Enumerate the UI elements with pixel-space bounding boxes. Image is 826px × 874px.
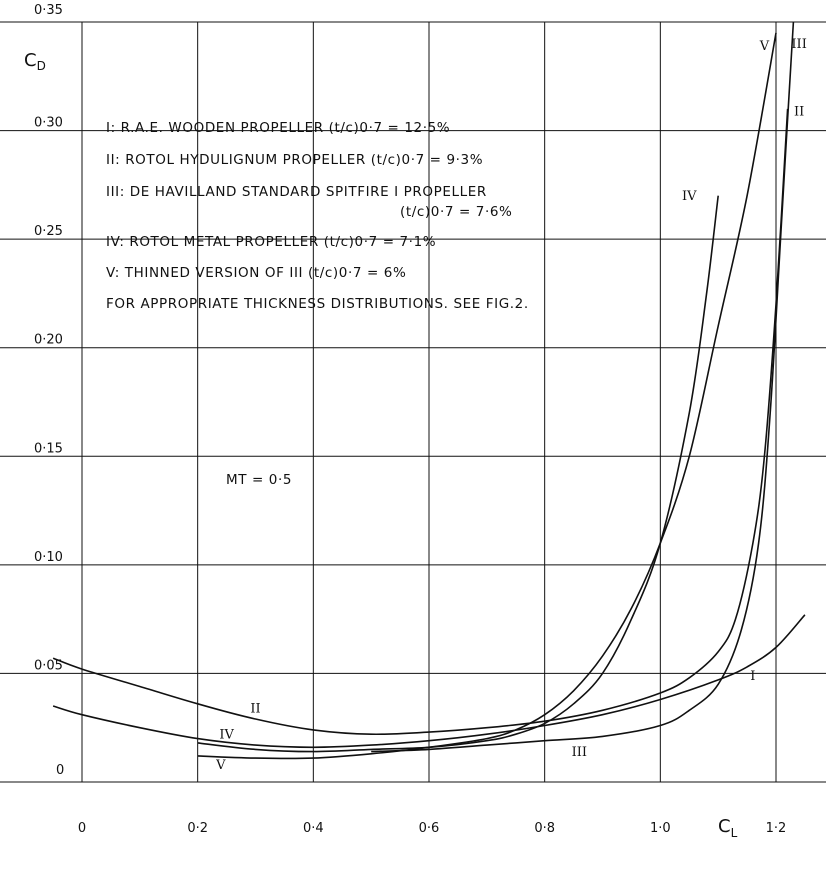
y-axis-title-main: C — [24, 50, 37, 71]
x-tick-label-5: 1·0 — [650, 821, 671, 836]
y-tick-label-0: 0 — [56, 763, 64, 778]
y-tick-label-6: 0·30 — [34, 116, 63, 131]
x-axis-title-main: C — [718, 816, 731, 837]
y-axis-title-sub: D — [37, 59, 46, 73]
x-tick-label-6: 1·2 — [766, 821, 787, 836]
series-line-V — [197, 32, 777, 760]
curve-label-IV-6: IV — [682, 189, 697, 204]
curve-label-IV-5: IV — [219, 728, 234, 743]
legend-entry-3: III: DE HAVILLAND STANDARD SPITFIRE I PR… — [106, 184, 487, 200]
curve-label-III-3: III — [572, 745, 587, 760]
series-line-III — [371, 21, 795, 753]
legend-entry-4: IV: ROTOL METAL PROPELLER (t/c)0·7 = 7·1… — [106, 234, 436, 250]
curves — [52, 21, 806, 760]
legend-entry-1: I: R.A.E. WOODEN PROPELLER (t/c)0·7 = 12… — [106, 120, 450, 136]
x-tick-label-1: 0·2 — [187, 821, 208, 836]
y-tick-label-1: 0·05 — [34, 658, 63, 673]
curve-label-II-2: II — [794, 104, 804, 119]
curve-label-V-8: V — [759, 39, 770, 54]
x-tick-label-0: 0 — [78, 821, 86, 836]
x-axis-title: CL — [718, 816, 738, 840]
y-axis-title: CD — [24, 50, 46, 73]
grid — [0, 21, 826, 783]
x-axis-title-sub: L — [731, 826, 738, 840]
series-line-IV — [197, 195, 719, 753]
y-tick-label-2: 0·10 — [34, 550, 63, 565]
curve-label-III-4: III — [791, 37, 806, 52]
legend-entry-2: II: ROTOL HYDULIGNUM PROPELLER (t/c)0·7 … — [106, 152, 483, 168]
tick-labels: 0 0·2 0·4 0·6 0·8 1·0 1·2 0 0·05 0·10 0·15 0·20 0·25… — [34, 3, 786, 836]
legend: I: R.A.E. WOODEN PROPELLER (t/c)0·7 = 12… — [106, 120, 529, 312]
series-line-I — [52, 614, 806, 749]
y-tick-label-5: 0·25 — [34, 224, 63, 239]
x-tick-label-2: 0·4 — [303, 821, 324, 836]
y-tick-label-7: 0·35 — [34, 3, 63, 18]
legend-entry-5: V: THINNED VERSION OF III (t/c)0·7 = 6% — [106, 265, 406, 281]
x-tick-label-3: 0·6 — [419, 821, 440, 836]
curve-label-II-1: II — [250, 702, 260, 717]
series-line-II — [52, 108, 789, 736]
mach-annotation: MT = 0·5 — [226, 472, 292, 488]
legend-entry-3-thickness: (t/c)0·7 = 7·6% — [400, 204, 512, 220]
curve-label-I-0: I — [750, 669, 755, 684]
y-tick-label-4: 0·20 — [34, 333, 63, 348]
x-tick-label-4: 0·8 — [534, 821, 555, 836]
curve-label-V-7: V — [215, 758, 226, 773]
y-tick-label-3: 0·15 — [34, 441, 63, 456]
legend-note: FOR APPROPRIATE THICKNESS DISTRIBUTIONS.… — [106, 296, 529, 312]
